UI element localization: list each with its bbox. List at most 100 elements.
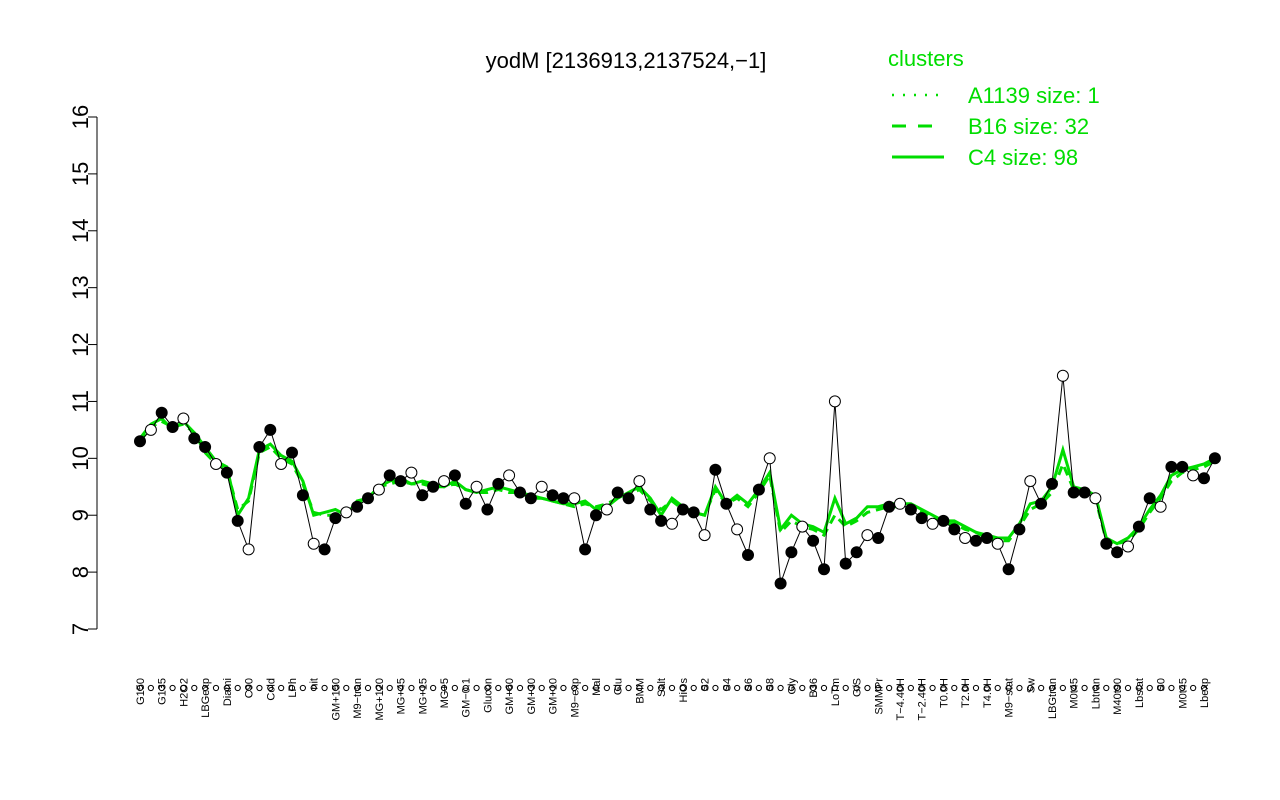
x-tick-label: M0t45	[1177, 678, 1189, 709]
y-tick-label: 11	[68, 390, 93, 413]
data-point	[481, 503, 494, 516]
x-tick-mark	[332, 684, 339, 692]
x-tick-mark	[896, 684, 904, 692]
x-tick-mark	[158, 684, 165, 692]
data-point	[828, 395, 841, 408]
x-tick-label: Salt	[656, 678, 668, 697]
x-tick-mark	[1038, 684, 1045, 692]
x-tick-label: S4	[721, 678, 733, 691]
x-tick-mark	[940, 684, 947, 692]
x-tick-mark	[962, 684, 969, 692]
data-point	[839, 557, 852, 570]
data-points	[134, 369, 1221, 590]
data-point	[1122, 540, 1134, 553]
y-tick-label: 9	[68, 509, 93, 521]
x-tick-label: MG+120	[374, 678, 386, 721]
x-tick-mark	[397, 684, 404, 692]
data-point	[861, 529, 874, 542]
data-point	[1187, 469, 1200, 482]
data-point	[872, 532, 885, 544]
x-tick-label: M9−exp	[569, 678, 581, 717]
data-point	[926, 517, 939, 530]
x-tick-label: Mal	[591, 678, 603, 696]
data-point	[1154, 500, 1167, 513]
legend: clusters A1139 size: 1 B16 size: 32 C4 siz…	[888, 46, 1100, 170]
x-tick-label: Gly	[786, 678, 798, 695]
data-point	[1002, 563, 1015, 576]
x-tick-mark	[983, 684, 990, 692]
x-tick-mark	[1005, 684, 1012, 692]
x-tick-mark	[907, 684, 914, 692]
x-tick-label: nit	[309, 678, 321, 690]
data-point	[818, 563, 830, 576]
data-point	[600, 503, 613, 516]
x-tick-label: GM+60	[504, 678, 516, 714]
data-point	[633, 475, 646, 488]
data-point	[894, 497, 906, 510]
x-tick-mark	[864, 684, 871, 692]
x-tick-mark	[1016, 684, 1023, 692]
x-tick-mark	[560, 684, 567, 692]
x-tick-label: M40t90	[1112, 678, 1124, 715]
x-tick-mark	[299, 684, 306, 692]
data-point	[883, 500, 896, 513]
y-tick-label: 12	[68, 332, 93, 356]
x-tick-mark	[1092, 684, 1099, 692]
data-point	[329, 512, 342, 525]
data-point	[427, 480, 440, 493]
x-tick-mark	[658, 684, 665, 692]
x-tick-mark	[462, 684, 469, 692]
x-tick-mark	[582, 684, 589, 692]
data-point	[709, 463, 722, 476]
x-tick-label: GM+150	[330, 678, 342, 721]
x-tick-mark	[1124, 684, 1132, 692]
x-tick-label: Lbstat	[1134, 678, 1146, 708]
x-tick-mark	[169, 684, 176, 692]
legend-label: A1139 size: 1	[968, 83, 1100, 108]
data-point	[666, 517, 678, 530]
observed-line	[139, 375, 1216, 584]
x-tick-mark	[321, 684, 328, 692]
x-tick-mark	[408, 684, 415, 692]
x-tick-label: S2	[700, 678, 712, 691]
x-tick-label: G150	[135, 678, 147, 705]
data-point	[514, 486, 526, 499]
data-point	[535, 480, 548, 493]
data-point	[155, 406, 168, 419]
y-tick-label: 13	[68, 275, 93, 299]
legend-label: C4 size: 98	[968, 145, 1078, 170]
x-tick-label: M9−stat	[1004, 678, 1016, 717]
x-tick-mark	[886, 684, 893, 692]
x-tick-mark	[918, 684, 925, 692]
data-point	[655, 514, 668, 527]
data-point	[416, 489, 429, 502]
data-point	[362, 492, 374, 505]
data-point	[731, 523, 744, 536]
data-point	[959, 532, 972, 544]
x-tick-label: S8	[765, 678, 777, 691]
x-tick-label: MG+45	[396, 678, 408, 714]
x-tick-mark	[766, 684, 773, 692]
x-tick-mark	[755, 684, 762, 692]
data-point	[579, 543, 592, 556]
x-tick-mark	[538, 684, 545, 692]
x-tick-mark	[245, 684, 252, 692]
x-tick-mark	[147, 684, 154, 692]
y-tick-label: 15	[68, 162, 93, 186]
x-tick-mark	[679, 684, 686, 692]
x-tick-mark	[788, 684, 795, 692]
data-point	[1067, 486, 1080, 499]
data-point	[340, 506, 353, 519]
legend-entries: A1139 size: 1 B16 size: 32 C4 size: 98	[892, 83, 1100, 170]
y-tick-label: 16	[68, 105, 93, 129]
x-tick-mark	[636, 684, 643, 692]
x-tick-mark	[549, 684, 556, 692]
x-tick-mark	[723, 684, 730, 692]
data-point	[492, 477, 505, 490]
data-point	[1198, 472, 1210, 485]
y-tick-label: 7	[68, 623, 93, 635]
data-point	[611, 486, 624, 499]
x-tick-label: LoTm	[830, 678, 842, 706]
x-tick-mark	[668, 684, 676, 692]
